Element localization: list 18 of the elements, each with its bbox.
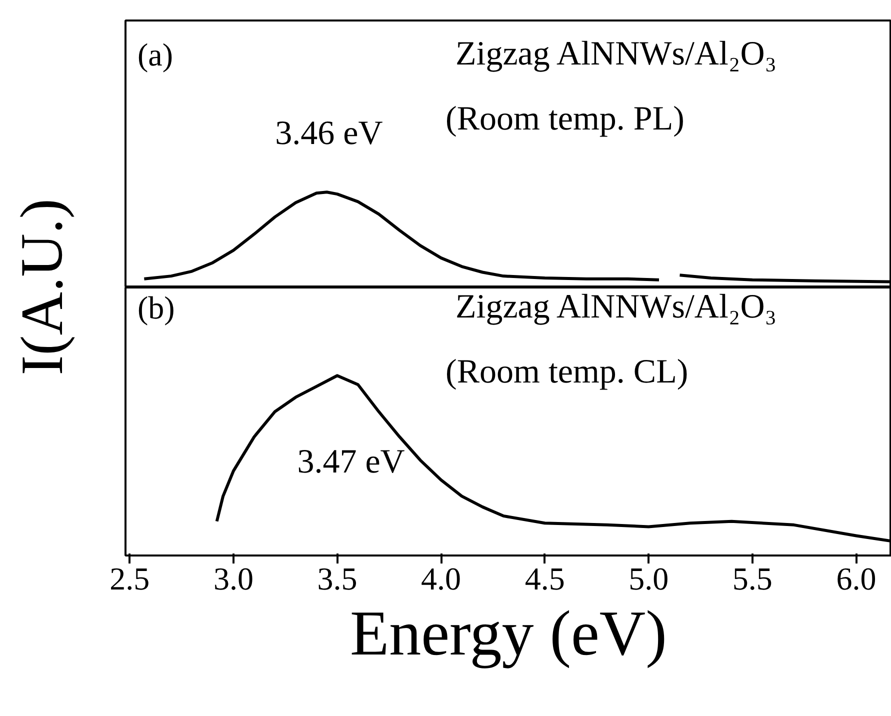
text: (b) — [138, 290, 175, 326]
y-axis-title: I(A.U.) — [8, 198, 75, 376]
text: Zigzag AlNNWs/Al₂O₃ — [456, 288, 777, 326]
annotation: 3.47 eV — [297, 444, 406, 481]
x-tick-label: 3.5 — [317, 560, 358, 596]
x-axis-title: Energy (eV) — [350, 598, 667, 668]
x-tick-label: 4.5 — [524, 560, 565, 596]
x-tick-label: 5.5 — [732, 560, 772, 596]
x-tick-label: 5.0 — [628, 560, 669, 596]
text: (a) — [138, 36, 174, 72]
x-tick-label: 2.5 — [110, 560, 150, 596]
text: Zigzag AlNNWs/Al₂O₃ — [456, 36, 777, 72]
x-tick-label: 6.0 — [836, 560, 876, 596]
x-tick-label: 4.0 — [421, 560, 462, 596]
annotation: (Room temp. CL) — [446, 354, 688, 390]
x-tick-label: 3.0 — [213, 560, 254, 596]
annotation: 3.46 eV — [275, 115, 384, 152]
text: (Room temp. PL) — [446, 100, 684, 138]
